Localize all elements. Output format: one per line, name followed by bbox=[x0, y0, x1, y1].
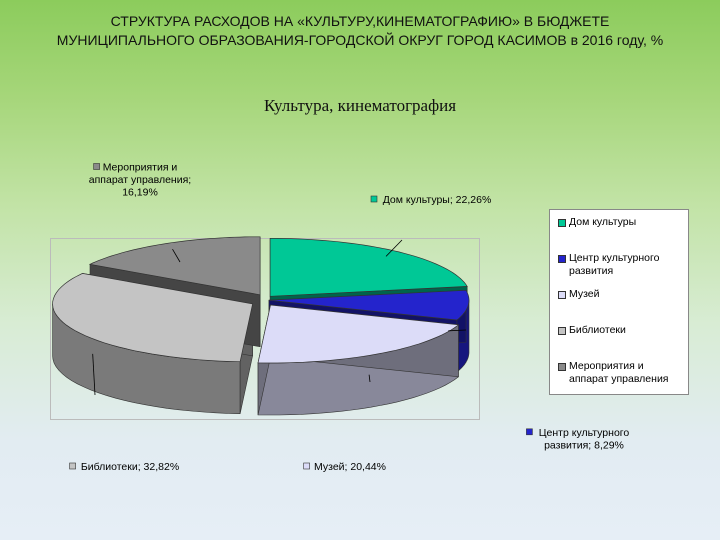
page-title: СТРУКТУРА РАСХОДОВ НА «КУЛЬТУРУ,КИНЕМАТО… bbox=[0, 12, 720, 50]
pie-slice-4 bbox=[88, 236, 261, 296]
pie-slice-1 bbox=[268, 289, 470, 321]
legend-label-2-line-0: Музей bbox=[569, 288, 600, 300]
data-label-4-line-2: 16,19% bbox=[122, 187, 158, 199]
page-title-line-1: СТРУКТУРА РАСХОДОВ НА «КУЛЬТУРУ,КИНЕМАТО… bbox=[110, 13, 610, 29]
data-label-1: Центр культурного развития; 8,29% bbox=[539, 427, 630, 452]
data-label-3-line-0: Библиотеки; 32,82% bbox=[81, 461, 179, 473]
leader-line-0 bbox=[385, 239, 403, 257]
data-label-1-line-0: Центр культурного bbox=[539, 427, 630, 439]
data-label-swatch-1 bbox=[526, 428, 533, 436]
plot-area bbox=[50, 238, 480, 420]
data-label-4-line-0: Мероприятия и bbox=[103, 162, 178, 174]
chart-legend: Дом культуры Центр культурного развития Муз… bbox=[549, 209, 689, 395]
legend-item-0: Дом культуры bbox=[558, 216, 684, 252]
leader-line-1 bbox=[448, 329, 467, 332]
legend-label-0-line-0: Дом культуры bbox=[569, 216, 637, 228]
data-label-swatch-3 bbox=[69, 462, 76, 470]
legend-swatch-4 bbox=[558, 363, 566, 371]
legend-label-4-line-1: аппарат управления bbox=[569, 372, 669, 385]
legend-swatch-0 bbox=[558, 219, 566, 227]
data-label-swatch-4 bbox=[93, 163, 100, 170]
leader-line-4 bbox=[172, 248, 181, 263]
data-label-4-line-1: аппарат управления; bbox=[89, 174, 191, 186]
legend-label-3-line-0: Библиотеки bbox=[569, 324, 626, 336]
pie-slice-2 bbox=[257, 304, 460, 364]
legend-swatch-3 bbox=[558, 327, 566, 335]
data-label-0: Дом культуры; 22,26% bbox=[383, 194, 492, 206]
data-label-swatch-0 bbox=[370, 195, 378, 203]
leader-line-2 bbox=[368, 374, 371, 383]
chart-title: Культура, кинематография bbox=[263, 96, 457, 115]
data-label-3: Библиотеки; 32,82% bbox=[81, 461, 179, 473]
legend-item-1: Центр культурного развития bbox=[558, 252, 684, 288]
pie-slice-0 bbox=[269, 237, 468, 297]
data-label-swatch-2 bbox=[303, 462, 310, 470]
data-label-2-line-0: Музей; 20,44% bbox=[314, 461, 386, 473]
data-label-1-line-1: развития; 8,29% bbox=[544, 439, 624, 451]
page-title-line-2: МУНИЦИПАЛЬНОГО ОБРАЗОВАНИЯ-ГОРОДСКОЙ ОКР… bbox=[56, 32, 664, 48]
legend-label-1-line-1: развития bbox=[569, 264, 614, 277]
leader-line-3 bbox=[92, 353, 96, 396]
legend-swatch-1 bbox=[558, 255, 566, 263]
data-label-2: Музей; 20,44% bbox=[314, 461, 386, 473]
pie-slice-3 bbox=[52, 273, 254, 363]
legend-label-4-line-0: Мероприятия и bbox=[569, 360, 644, 372]
legend-swatch-2 bbox=[558, 291, 566, 299]
legend-item-4: Мероприятия и аппарат управления bbox=[558, 360, 684, 396]
legend-label-1-line-0: Центр культурного bbox=[569, 252, 660, 264]
data-label-4: Мероприятия и аппарат управления; 16,19% bbox=[89, 162, 191, 199]
legend-item-3: Библиотеки bbox=[558, 324, 684, 360]
data-label-0-line-0: Дом культуры; 22,26% bbox=[383, 194, 492, 206]
legend-item-2: Музей bbox=[558, 288, 684, 324]
